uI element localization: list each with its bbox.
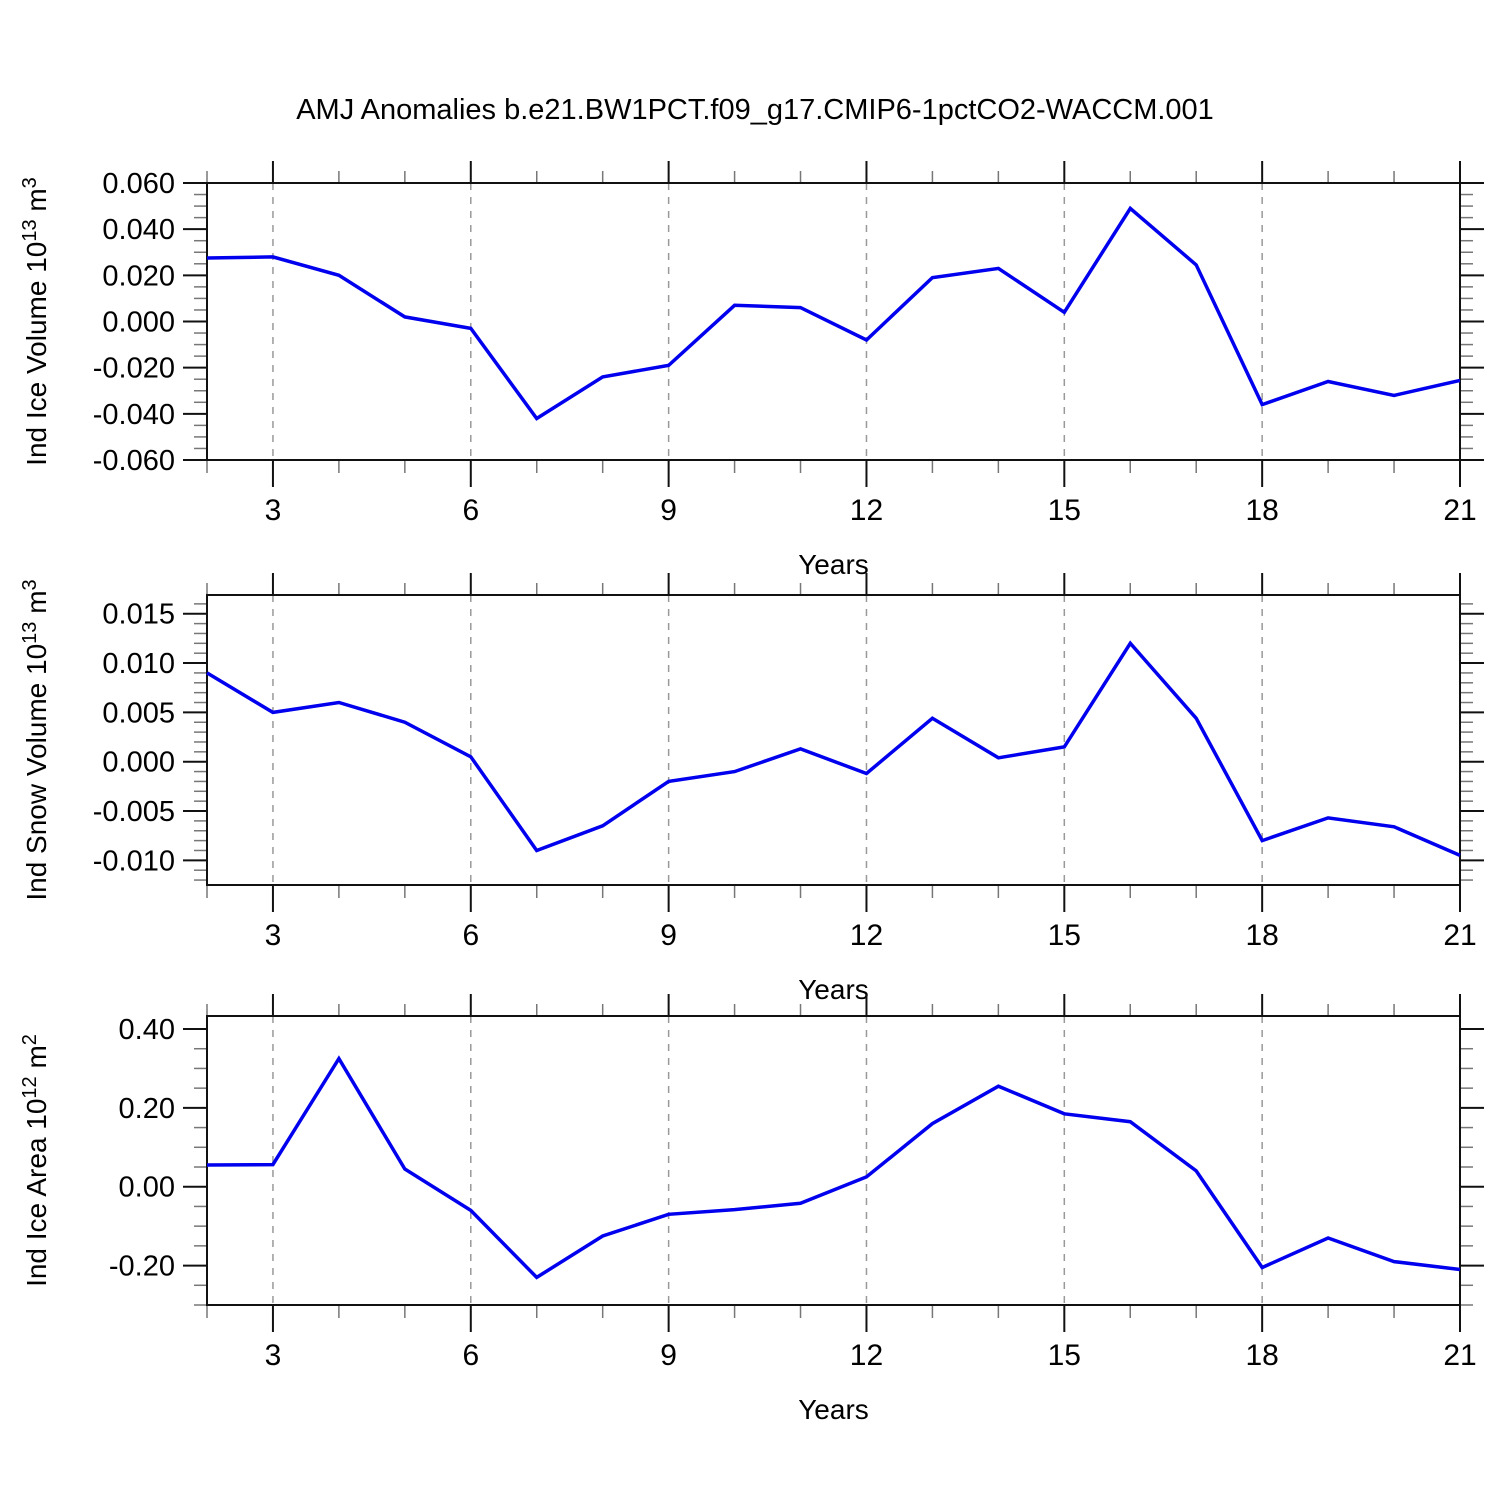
- y-axis-title: Ind Ice Area 1012 m2: [19, 1034, 52, 1287]
- y-tick-label: -0.060: [93, 445, 175, 477]
- plot-frame: [206, 1015, 1461, 1306]
- y-tick-label: 0.010: [102, 648, 175, 680]
- x-tick-label: 9: [660, 494, 677, 527]
- x-tick-label: 18: [1245, 494, 1278, 527]
- y-tick-label: 0.40: [119, 1014, 175, 1046]
- y-tick-label: 0.000: [102, 307, 175, 339]
- y-tick-label: -0.005: [93, 796, 175, 828]
- x-tick-label: 9: [660, 919, 677, 952]
- y-tick-label: -0.040: [93, 399, 175, 431]
- x-tick-label: 12: [850, 919, 883, 952]
- y-tick-label: 0.20: [119, 1093, 175, 1125]
- x-tick-label: 12: [850, 1339, 883, 1372]
- x-tick-label: 15: [1048, 919, 1081, 952]
- x-tick-label: 12: [850, 494, 883, 527]
- x-tick-label: 18: [1245, 1339, 1278, 1372]
- y-tick-label: 0.060: [102, 168, 175, 200]
- x-tick-label: 21: [1443, 919, 1476, 952]
- y-axis-title: Ind Ice Volume 1013 m3: [19, 177, 52, 466]
- plot-frame: [206, 594, 1461, 886]
- y-axis-title: Ind Snow Volume 1013 m3: [19, 579, 52, 900]
- chart-title: AMJ Anomalies b.e21.BW1PCT.f09_g17.CMIP6…: [296, 94, 1214, 126]
- x-tick-label: 6: [462, 919, 479, 952]
- y-tick-label: -0.20: [109, 1251, 175, 1283]
- plot-frame: [206, 182, 1461, 461]
- x-tick-label: 15: [1048, 1339, 1081, 1372]
- x-axis-title: Years: [798, 549, 869, 580]
- x-tick-label: 21: [1443, 494, 1476, 527]
- x-tick-label: 6: [462, 494, 479, 527]
- series-line-ind-ice-volume: [206, 205, 1461, 421]
- x-tick-label: 18: [1245, 919, 1278, 952]
- y-tick-label: 0.015: [102, 599, 175, 631]
- x-tick-label: 3: [265, 1339, 282, 1372]
- y-tick-label: 0.000: [102, 747, 175, 779]
- x-tick-label: 3: [265, 494, 282, 527]
- x-axis-title: Years: [798, 1394, 869, 1425]
- x-tick-label: 3: [265, 919, 282, 952]
- x-tick-label: 21: [1443, 1339, 1476, 1372]
- y-tick-label: 0.00: [119, 1172, 175, 1204]
- x-tick-label: 9: [660, 1339, 677, 1372]
- y-tick-label: 0.020: [102, 260, 175, 292]
- x-tick-label: 15: [1048, 494, 1081, 527]
- x-tick-label: 6: [462, 1339, 479, 1372]
- y-tick-label: 0.040: [102, 214, 175, 246]
- series-line-ind-snow-volume: [206, 640, 1461, 858]
- x-axis-title: Years: [798, 974, 869, 1005]
- series-line-ind-ice-area: [206, 1055, 1461, 1280]
- y-tick-label: -0.010: [93, 845, 175, 877]
- y-tick-label: -0.020: [93, 353, 175, 385]
- y-tick-label: 0.005: [102, 697, 175, 729]
